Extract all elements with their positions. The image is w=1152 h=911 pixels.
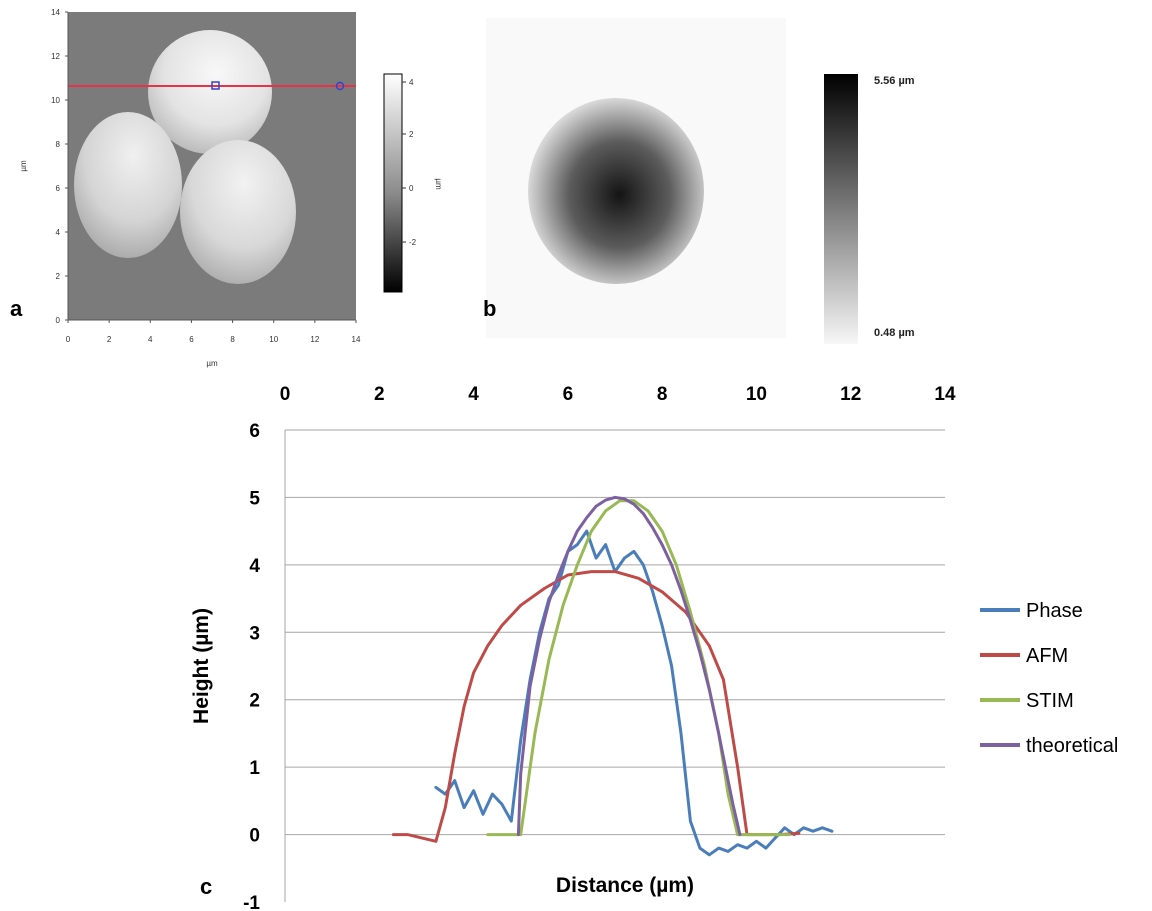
scan-start-marker[interactable] [211, 81, 220, 90]
chart-y-tick-label: 4 [249, 556, 260, 577]
panel-a-x-tick-label: 12 [310, 335, 319, 344]
series-line-theoretical [516, 495, 742, 837]
panel-a-y-tick-label: 12 [51, 52, 60, 61]
stim-disc [528, 98, 704, 284]
legend-label-theoretical: theoretical [1026, 735, 1118, 757]
sphere-left [74, 112, 182, 258]
chart-y-tick-label: -1 [243, 893, 260, 911]
panel-a-y-tick-label: 0 [56, 316, 61, 325]
chart-legend: Phase AFM STIM theoretical [980, 600, 1118, 757]
scan-end-marker[interactable] [335, 81, 345, 91]
chart-x-tick-label: 10 [746, 384, 767, 405]
chart-y-tick-label: 0 [249, 826, 260, 847]
panel-a-colorbar-ticks: 4 2 0 -2 [402, 78, 417, 247]
chart-gridlines [284, 429, 945, 902]
panel-a-x-unit: µm [206, 359, 218, 368]
sphere-top [148, 30, 272, 154]
panel-a-axes: 0 2 4 6 8 10 12 14 0 2 4 6 8 10 12 14 [51, 8, 361, 344]
legend-label-stim: STIM [1026, 690, 1074, 712]
panel-a-y-tick-label: 6 [56, 184, 61, 193]
chart-x-tick-label: 2 [374, 384, 385, 405]
panel-a-x-tick-label: 0 [66, 335, 71, 344]
panel-a-x-tick-label: 14 [352, 335, 361, 344]
chart-y-label: Height (µm) [190, 608, 213, 724]
panel-a-x-tick-label: 2 [107, 335, 112, 344]
panel-a-y-unit: µm [19, 160, 28, 172]
chart-y-tick-label: 6 [249, 421, 260, 442]
chart-x-tick-label: 14 [934, 384, 956, 405]
chart-x-tick-label: 6 [563, 384, 574, 405]
panel-label-a: a [10, 296, 23, 321]
series-line-phase [434, 529, 834, 857]
panel-label-b: b [483, 296, 496, 321]
chart-x-tick-label: 8 [657, 384, 668, 405]
panel-a-colorbar-unit: µm [434, 178, 443, 190]
panel-a-y-tick-label: 4 [56, 228, 61, 237]
panel-a-colorbar-tick-label: 4 [409, 78, 414, 87]
legend-label-phase: Phase [1026, 600, 1083, 622]
chart-y-tick-label: 3 [249, 623, 260, 644]
series-line-afm [391, 570, 801, 843]
panel-a-colorbar-tick-label: 2 [409, 130, 414, 139]
chart-y-tick-label: 2 [249, 691, 260, 712]
sphere-right [180, 140, 296, 284]
panel-a-x-tick-label: 8 [230, 335, 235, 344]
chart-x-tick-label: 0 [280, 384, 291, 405]
panel-b-colorbar-max: 5.56 µm [874, 75, 915, 87]
panel-a-y-tick-label: 2 [56, 272, 61, 281]
chart-y-tick-label: 5 [249, 488, 260, 509]
panel-a-y-tick-label: 8 [56, 140, 61, 149]
panel-a: 0 2 4 6 8 10 12 14 0 2 4 6 8 10 12 14 µm µm 4 2 0 -2 µm a [10, 8, 443, 368]
chart-x-tick-labels: 0 2 4 6 8 10 12 14 [280, 384, 956, 405]
panel-b-colorbar [824, 74, 858, 344]
panel-a-x-tick-label: 6 [189, 335, 194, 344]
chart-x-label: Distance (µm) [556, 874, 694, 897]
panel-a-y-tick-label: 14 [51, 8, 60, 17]
panel-a-x-tick-label: 4 [148, 335, 153, 344]
panel-a-x-tick-label: 10 [269, 335, 278, 344]
panel-b-colorbar-min: 0.48 µm [874, 327, 915, 339]
panel-a-y-tick-label: 10 [51, 96, 60, 105]
panel-label-c: c [200, 874, 212, 899]
chart-x-tick-label: 4 [468, 384, 479, 405]
panel-a-colorbar [383, 73, 403, 293]
chart-y-tick-labels: -1 0 1 2 3 4 5 6 [243, 421, 260, 911]
chart-x-tick-label: 12 [840, 384, 861, 405]
chart-y-tick-label: 1 [249, 758, 260, 779]
chart-series [391, 495, 834, 857]
panel-a-colorbar-tick-label: 0 [409, 184, 414, 193]
panel-a-colorbar-tick-label: -2 [409, 238, 417, 247]
panel-b: 5.56 µm 0.48 µm b [483, 18, 915, 344]
legend-label-afm: AFM [1026, 645, 1068, 667]
